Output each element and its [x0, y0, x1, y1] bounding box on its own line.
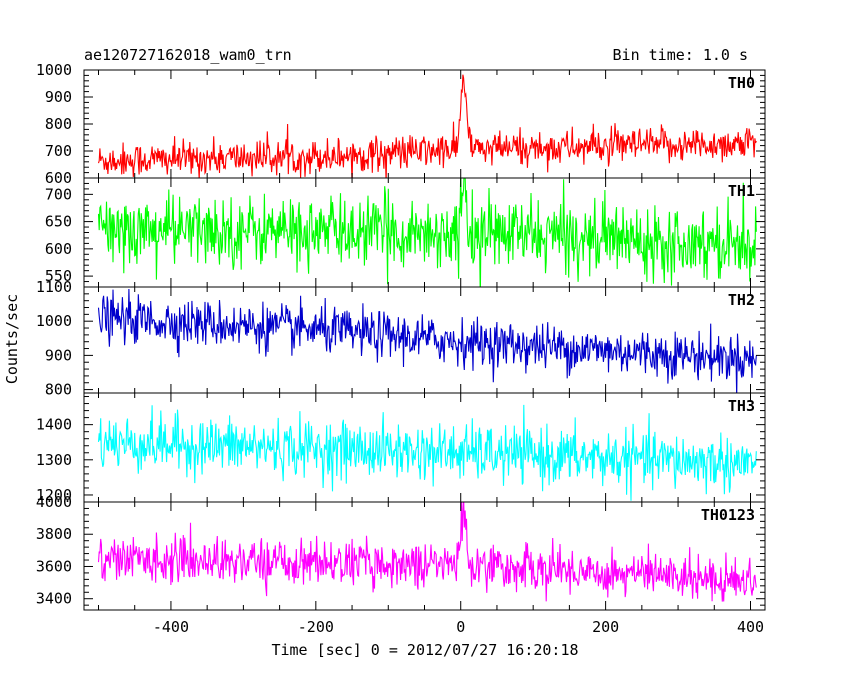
panel-th0: 600 700 800 900 1000 TH0 — [36, 61, 766, 187]
panel-th1: 550 600 650 700 TH1 — [45, 177, 766, 288]
y-tick-label: 1000 — [36, 61, 72, 79]
x-tick-label: -200 — [298, 618, 334, 636]
y-tick-label: 1200 — [36, 486, 72, 504]
y-tick-label: 4000 — [36, 493, 72, 511]
y-tick-label: 3800 — [36, 525, 72, 543]
y-tick-label: 650 — [45, 213, 72, 231]
y-tick-label: 550 — [45, 267, 72, 285]
y-tick-label: 600 — [45, 169, 72, 187]
y-tick-label: 900 — [45, 346, 72, 364]
series-line-th3 — [97, 404, 757, 501]
series-line-th2 — [97, 288, 757, 393]
panel-th2: 800 900 1000 1100 TH2 — [36, 278, 766, 399]
panel-frame — [83, 286, 766, 394]
y-tick-label: 1000 — [36, 312, 72, 330]
y-tick-label: 800 — [45, 381, 72, 399]
chart-title: ae120727162018_wam0_trn — [84, 46, 292, 64]
y-tick-label: 900 — [45, 88, 72, 106]
y-tick-label: 700 — [45, 185, 72, 203]
bin-time-label: Bin time: 1.0 s — [613, 46, 748, 64]
y-axis-label: Counts/sec — [3, 294, 21, 384]
x-tick-label: -400 — [153, 618, 189, 636]
y-tick-label: 600 — [45, 240, 72, 258]
series-line-th0123 — [97, 502, 757, 602]
x-tick-label: 400 — [737, 618, 764, 636]
panel-th3: 1200 1300 1400 TH3 — [36, 392, 766, 504]
series-line-th0 — [97, 74, 757, 178]
y-tick-label: 1300 — [36, 451, 72, 469]
y-tick-label: 700 — [45, 142, 72, 160]
y-tick-label: 800 — [45, 115, 72, 133]
series-label-th0123: TH0123 — [701, 506, 755, 524]
series-label-th3: TH3 — [728, 397, 755, 415]
x-axis-label: Time [sec] 0 = 2012/07/27 16:20:18 — [271, 641, 578, 659]
series-label-th0: TH0 — [728, 74, 755, 92]
x-axis: -400 -200 0 200 400 — [153, 618, 764, 636]
x-tick-label: 200 — [592, 618, 619, 636]
x-tick-label: 0 — [456, 618, 465, 636]
panel-th0123: 3400 3600 3800 4000 TH0123 — [36, 493, 766, 611]
y-tick-label: 3600 — [36, 557, 72, 575]
y-tick-label: 1400 — [36, 416, 72, 434]
y-tick-label: 3400 — [36, 590, 72, 608]
y-tick-label: 1100 — [36, 278, 72, 296]
series-label-th2: TH2 — [728, 291, 755, 309]
series-line-th1 — [97, 178, 757, 287]
series-label-th1: TH1 — [728, 182, 755, 200]
